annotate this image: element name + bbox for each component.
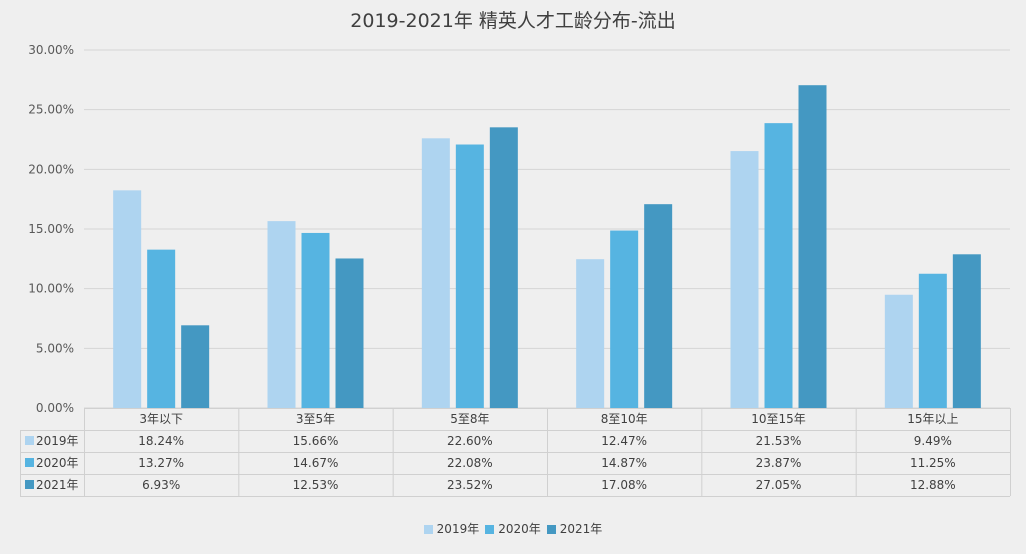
y-tick-label: 10.00%: [28, 282, 74, 296]
y-tick-label: 0.00%: [36, 401, 74, 415]
legend-label: 2021年: [559, 522, 603, 536]
legend-item: 2021年: [546, 520, 603, 537]
y-axis-ticks: 0.00% 5.00% 10.00% 15.00% 20.00% 25.00% 30.00%: [28, 43, 74, 415]
series-swatch: [25, 480, 34, 489]
bar: [335, 258, 364, 408]
bar: [267, 221, 296, 408]
series-swatch: [25, 436, 34, 445]
bar: [952, 254, 981, 408]
category-label: 3年以下: [139, 412, 183, 426]
data-label: 12.53%: [293, 478, 339, 492]
bar: [301, 232, 330, 408]
category-label: 3至5年: [296, 412, 335, 426]
series-row-label: 2020年: [36, 456, 79, 470]
category-label: 15年以上: [907, 412, 958, 426]
legend-item: 2020年: [485, 520, 541, 537]
bar: [181, 325, 210, 408]
data-label: 18.24%: [138, 434, 184, 448]
bar: [489, 127, 518, 408]
bar: [764, 123, 793, 408]
y-tick-label: 5.00%: [36, 341, 74, 355]
y-tick-label: 15.00%: [28, 222, 74, 236]
legend-label: 2019年: [436, 522, 480, 536]
series-swatch: [25, 458, 34, 467]
data-label: 6.93%: [142, 478, 180, 492]
bar: [421, 138, 450, 408]
legend-swatch: [423, 525, 433, 534]
legend-item: 2019年: [423, 520, 480, 537]
chart-title: 2019-2021年 精英人才工龄分布-流出: [350, 10, 676, 32]
data-table: 3年以下 3至5年 5至8年 8至10年 10至15年 15年以上 2019年 18.24% 1…: [20, 408, 1011, 497]
data-label: 22.08%: [447, 456, 493, 470]
data-label: 23.52%: [447, 478, 493, 492]
data-label: 15.66%: [293, 434, 339, 448]
bars: [113, 85, 981, 409]
bar: [918, 273, 947, 408]
category-label: 10至15年: [751, 412, 806, 426]
data-label: 22.60%: [447, 434, 493, 448]
bar: [644, 204, 673, 408]
bar: [884, 294, 913, 408]
data-label: 14.67%: [293, 456, 339, 470]
bar: [730, 151, 759, 409]
legend: 2019年 2020年 2021年: [0, 520, 1026, 537]
legend-swatch: [485, 525, 495, 534]
series-row-label: 2021年: [36, 478, 79, 492]
bar: [113, 190, 142, 408]
y-tick-label: 30.00%: [28, 43, 74, 57]
category-label: 5至8年: [450, 412, 489, 426]
data-label: 27.05%: [756, 478, 802, 492]
legend-label: 2020年: [498, 522, 541, 536]
data-label: 9.49%: [914, 434, 952, 448]
legend-swatch: [546, 525, 556, 534]
data-label: 12.88%: [910, 478, 956, 492]
gridlines: [84, 49, 1010, 409]
y-tick-label: 25.00%: [28, 103, 74, 117]
bar: [576, 259, 605, 408]
bar: [610, 230, 639, 408]
data-label: 21.53%: [756, 434, 802, 448]
data-label: 17.08%: [601, 478, 647, 492]
data-label: 12.47%: [601, 434, 647, 448]
series-row-label: 2019年: [36, 434, 79, 448]
data-label: 11.25%: [910, 456, 956, 470]
data-label: 13.27%: [138, 456, 184, 470]
data-label: 23.87%: [756, 456, 802, 470]
bar: [147, 249, 176, 408]
y-tick-label: 20.00%: [28, 162, 74, 176]
bar: [798, 85, 827, 408]
data-label: 14.87%: [601, 456, 647, 470]
bar: [455, 144, 484, 408]
category-label: 8至10年: [601, 412, 648, 426]
